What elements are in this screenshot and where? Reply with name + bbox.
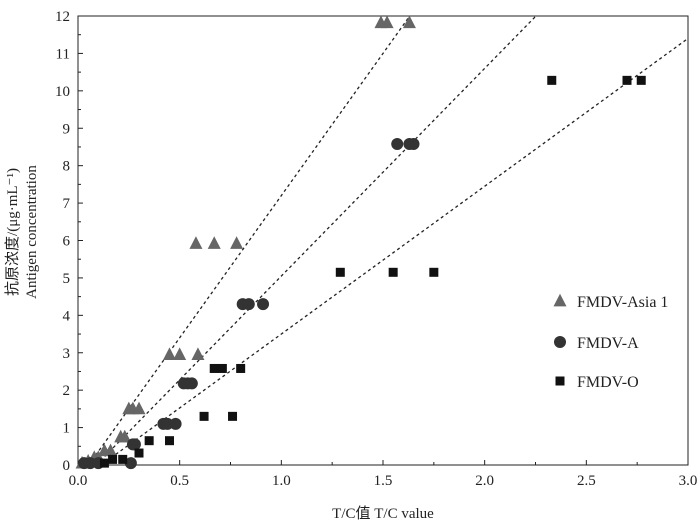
x-axis: 0.0 0.5 1.0 1.5 2.0 2.5 3.0 <box>69 460 698 489</box>
x-axis-title: T/C值 T/C value <box>332 505 434 522</box>
point-circle <box>185 377 198 390</box>
legend-label: FMDV-A <box>577 335 639 352</box>
point-square <box>622 75 632 85</box>
legend-label: FMDV-Asia 1 <box>577 294 668 311</box>
point-triangle <box>230 236 244 249</box>
point-triangle <box>380 15 394 29</box>
point-square <box>134 448 144 458</box>
legend-label: FMDV-O <box>577 374 639 391</box>
y-tick-label: 10 <box>55 84 70 100</box>
y-tick-label: 2 <box>63 383 71 399</box>
point-square <box>108 454 118 464</box>
point-circle <box>407 137 420 150</box>
y-tick-label: 3 <box>63 346 71 362</box>
point-square <box>429 267 439 277</box>
point-circle <box>242 298 255 311</box>
trendline-1 <box>95 15 537 466</box>
point-triangle <box>132 401 146 415</box>
point-circle <box>128 438 141 451</box>
point-triangle <box>163 347 176 361</box>
point-square <box>335 267 345 277</box>
plot-frame <box>77 15 689 466</box>
x-tick-label: 1.0 <box>272 473 291 489</box>
point-square <box>209 363 219 373</box>
point-triangle <box>104 443 118 457</box>
y-axis-title-english: Antigen concentration <box>24 165 40 299</box>
point-circle <box>257 298 270 311</box>
point-square <box>547 75 557 85</box>
point-square <box>165 436 174 446</box>
point-triangle <box>189 236 203 249</box>
x-tick-label: 1.5 <box>374 473 393 489</box>
x-tick-label: 0.5 <box>170 473 189 489</box>
y-tick-label: 12 <box>55 9 70 25</box>
point-triangle <box>173 347 187 361</box>
legend: FMDV-Asia 1 FMDV-A FMDV-O <box>553 293 668 391</box>
point-square <box>199 411 209 421</box>
point-square <box>217 363 227 373</box>
y-tick-label: 7 <box>63 196 71 212</box>
y-tick-label: 11 <box>56 46 70 62</box>
point-triangle <box>402 15 416 29</box>
y-tick-label: 9 <box>63 121 71 137</box>
trendline-0 <box>88 15 411 466</box>
point-triangle <box>191 347 205 361</box>
point-square <box>636 75 646 85</box>
y-tick-label: 5 <box>63 271 71 287</box>
y-axis-title-chinese: 抗原浓度/(μg·mL⁻¹) <box>4 168 21 296</box>
point-square <box>144 436 154 446</box>
data-points <box>75 15 646 470</box>
y-tick-label: 8 <box>63 159 71 175</box>
point-circle <box>391 137 404 150</box>
legend-marker-square <box>555 376 565 386</box>
trendline-2 <box>100 37 689 466</box>
y-tick-label: 1 <box>63 421 71 437</box>
point-circle <box>169 417 182 430</box>
point-triangle <box>207 236 221 249</box>
y-tick-label: 6 <box>63 234 71 250</box>
legend-marker-circle <box>554 336 566 348</box>
point-square <box>228 411 238 421</box>
point-square <box>118 454 128 464</box>
x-tick-label: 3.0 <box>679 473 698 489</box>
y-tick-label: 4 <box>63 308 71 324</box>
x-tick-label: 2.0 <box>475 473 494 489</box>
point-square <box>388 267 398 277</box>
x-tick-label: 2.5 <box>577 473 596 489</box>
y-tick-label: 0 <box>63 458 71 474</box>
point-triangle <box>118 429 132 443</box>
x-tick-label: 0.0 <box>69 473 88 489</box>
legend-marker-triangle <box>553 293 567 307</box>
point-square <box>236 363 246 373</box>
point-circle <box>124 457 137 470</box>
point-square <box>99 458 109 468</box>
trendlines <box>88 15 689 466</box>
